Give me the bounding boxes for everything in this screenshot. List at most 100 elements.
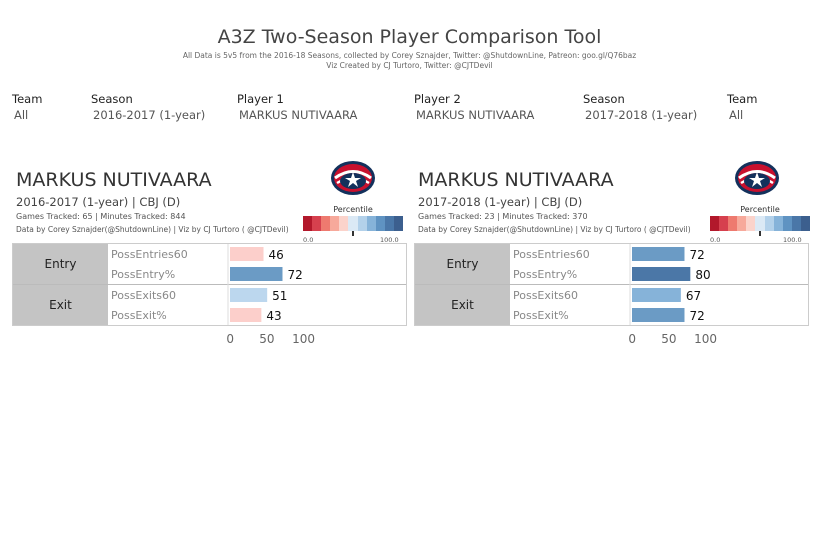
- group-cell: [415, 285, 510, 325]
- x-tick-label: 50: [259, 332, 275, 346]
- x-tick-label: 50: [661, 332, 677, 346]
- legend-marker: [759, 231, 761, 236]
- metric-bar[interactable]: [632, 247, 685, 261]
- filter-label: Season: [91, 92, 133, 106]
- legend-swatch: [773, 216, 783, 231]
- metric-label: PossExits60: [513, 289, 578, 302]
- player-credit-line: Data by Corey Sznajder(@ShutdownLine) | …: [418, 225, 691, 234]
- player-games-line: Games Tracked: 23 | Minutes Tracked: 370: [418, 212, 588, 221]
- page-title: A3Z Two-Season Player Comparison Tool: [217, 26, 602, 48]
- legend-min-label: 0.0: [710, 236, 721, 244]
- team-filter-1: Team All: [12, 92, 42, 122]
- blue-jackets-logo-icon: [329, 157, 377, 197]
- team-filter-1-value[interactable]: All: [14, 108, 29, 122]
- metric-label: PossExit%: [513, 309, 569, 322]
- metric-value-label: 51: [272, 289, 287, 303]
- player-panel-2: MARKUS NUTIVAARA 2017-2018 (1-year) | CB…: [418, 155, 818, 355]
- blue-jackets-logo-icon: [733, 157, 781, 197]
- comparison-chart-2: Entry Exit PossEntries60 72 PossEntry% 80 Poss…: [414, 243, 809, 326]
- x-tick-label: 0: [628, 332, 637, 346]
- legend-swatch: [719, 216, 729, 231]
- metric-value-label: 80: [695, 268, 710, 282]
- metric-label: PossEntry%: [513, 268, 577, 281]
- legend-max-label: 100.0: [380, 236, 399, 244]
- metric-bar[interactable]: [230, 267, 283, 281]
- legend-swatch: [357, 216, 367, 231]
- legend-swatch: [710, 216, 720, 231]
- legend-swatch: [764, 216, 774, 231]
- metric-label: PossExit%: [111, 309, 167, 322]
- legend-swatch: [366, 216, 376, 231]
- filter-label: Player 2: [414, 92, 461, 106]
- x-tick-label: 100: [292, 332, 315, 346]
- metric-label: PossEntries60: [513, 248, 590, 261]
- player-panel-1: MARKUS NUTIVAARA 2016-2017 (1-year) | CB…: [16, 155, 416, 355]
- percentile-legend-title: Percentile: [740, 205, 780, 214]
- legend-swatch: [746, 216, 756, 231]
- team-filter-2-value[interactable]: All: [729, 108, 744, 122]
- player-filter-1: Player 1 MARKUS NUTIVAARA: [237, 92, 357, 122]
- season-filter-1: Season 2016-2017 (1-year): [91, 92, 205, 122]
- metric-value-label: 72: [689, 309, 704, 323]
- legend-swatch: [321, 216, 331, 231]
- filter-label: Player 1: [237, 92, 284, 106]
- metric-value-label: 72: [689, 248, 704, 262]
- player-filter-1-value[interactable]: MARKUS NUTIVAARA: [239, 108, 358, 122]
- legend-swatch: [728, 216, 738, 231]
- metric-value-label: 43: [266, 309, 281, 323]
- group-label: Entry: [45, 257, 77, 271]
- legend-swatch: [393, 216, 404, 231]
- group-label: Entry: [447, 257, 479, 271]
- legend-marker: [352, 231, 354, 236]
- page-subtitle-data: All Data is 5v5 from the 2016-18 Seasons…: [182, 51, 637, 60]
- metric-bar[interactable]: [632, 308, 685, 322]
- metric-value-label: 72: [287, 268, 302, 282]
- metric-bar[interactable]: [230, 288, 268, 302]
- legend-min-label: 0.0: [303, 236, 314, 244]
- x-tick-label: 100: [694, 332, 717, 346]
- legend-swatch: [800, 216, 811, 231]
- legend-swatch: [339, 216, 349, 231]
- metric-bar[interactable]: [632, 267, 691, 281]
- player-name: MARKUS NUTIVAARA: [418, 169, 614, 191]
- filter-label: Team: [727, 92, 758, 106]
- metric-label: PossEntry%: [111, 268, 175, 281]
- filter-label: Season: [583, 92, 625, 106]
- legend-swatch: [384, 216, 394, 231]
- page-subtitle-viz: Viz Created by CJ Turtoro, Twitter: @CJT…: [326, 61, 493, 70]
- percentile-legend-title: Percentile: [333, 205, 373, 214]
- group-cell: [415, 244, 510, 284]
- group-label: Exit: [451, 298, 474, 312]
- percentile-legend: [303, 216, 404, 231]
- player-season-line: 2016-2017 (1-year) | CBJ (D): [16, 195, 181, 209]
- legend-swatch: [303, 216, 313, 231]
- legend-swatch: [375, 216, 385, 231]
- metric-bar[interactable]: [230, 308, 262, 322]
- legend-swatch: [755, 216, 765, 231]
- player-filter-2: Player 2 MARKUS NUTIVAARA: [414, 92, 534, 122]
- comparison-chart-1: Entry Exit PossEntries60 46 PossEntry% 72 Poss…: [12, 243, 407, 326]
- legend-swatch: [348, 216, 358, 231]
- legend-swatch: [782, 216, 792, 231]
- group-cell: [13, 244, 108, 284]
- legend-swatch: [330, 216, 340, 231]
- team-filter-2: Team All: [727, 92, 757, 122]
- player-season-line: 2017-2018 (1-year) | CBJ (D): [418, 195, 583, 209]
- metric-bar[interactable]: [632, 288, 681, 302]
- player-filter-2-value[interactable]: MARKUS NUTIVAARA: [416, 108, 535, 122]
- season-filter-1-value[interactable]: 2016-2017 (1-year): [93, 108, 206, 122]
- player-games-line: Games Tracked: 65 | Minutes Tracked: 844: [16, 212, 186, 221]
- metric-bar[interactable]: [230, 247, 264, 261]
- x-tick-label: 0: [226, 332, 235, 346]
- legend-swatch: [312, 216, 322, 231]
- season-filter-2-value[interactable]: 2017-2018 (1-year): [585, 108, 698, 122]
- metric-value-label: 46: [269, 248, 284, 262]
- percentile-legend: [710, 216, 811, 231]
- group-cell: [13, 285, 108, 325]
- group-label: Exit: [49, 298, 72, 312]
- filter-label: Team: [12, 92, 43, 106]
- legend-swatch: [791, 216, 801, 231]
- legend-max-label: 100.0: [783, 236, 802, 244]
- player-name: MARKUS NUTIVAARA: [16, 169, 212, 191]
- season-filter-2: Season 2017-2018 (1-year): [583, 92, 697, 122]
